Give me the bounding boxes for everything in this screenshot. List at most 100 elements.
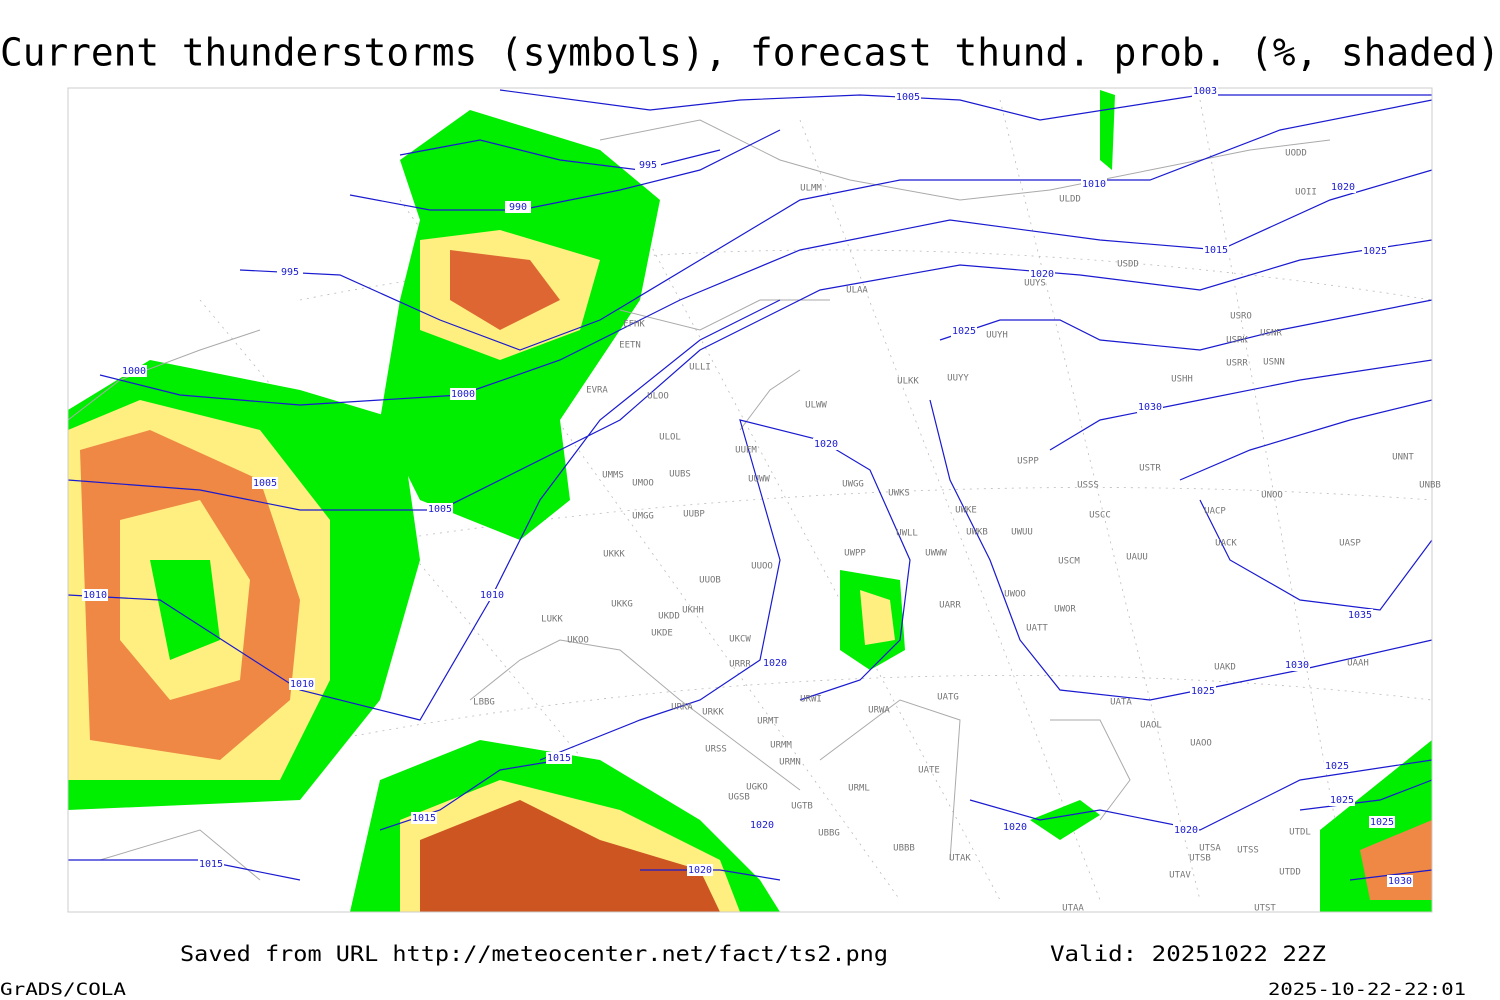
station-label: UMMS [602,471,624,481]
station-label: URKK [702,708,724,718]
isobar-label: 1020 [1030,269,1054,280]
station-label: UWGG [842,480,864,490]
isobar-label-bg [82,589,108,601]
station-label: UTAK [949,854,971,864]
station-label: UGTB [791,802,813,812]
isobar-label: 1010 [83,590,107,601]
station-label: ULLI [689,363,711,373]
station-label: UUYY [947,374,969,384]
station-label: UKHH [682,606,704,616]
station-label: UWWW [925,549,947,559]
station-label: UMOO [632,479,654,489]
isobar-label: 995 [281,267,299,278]
station-label: UTSB [1189,854,1211,864]
station-label: USPP [1017,457,1039,467]
isobar-label: 1020 [688,865,712,876]
station-label: USSS [1077,481,1099,491]
isobar-label-bg [546,752,572,764]
isobar-label-bg [450,388,476,400]
isobar-label: 1030 [1388,876,1412,887]
station-label: ULWW [805,401,827,411]
station-label: LBBG [473,698,495,708]
station-label: UARR [939,601,961,611]
isobar-label-bg [1284,659,1310,671]
isobar-label-bg [505,201,531,213]
isobar-label: 1025 [1363,246,1387,257]
isobar-label-bg [289,678,315,690]
station-label: UBBB [893,844,915,854]
station-label: UOII [1295,188,1317,198]
station-label: URML [848,784,870,794]
isobar-label-bg [1192,85,1218,97]
station-label: URSS [705,745,727,755]
isobar-label: 1015 [547,753,571,764]
isobar-label: 995 [639,160,657,171]
isobar-label: 1025 [1370,817,1394,828]
station-label: UUYH [986,331,1008,341]
station-label: USTR [1139,464,1161,474]
station-label: UNBB [1419,481,1441,491]
isobar-label-bg [1347,609,1373,621]
station-label: UTST [1254,904,1276,914]
station-label: UKKK [603,550,625,560]
isobar-label-bg [1369,816,1395,828]
station-label: UWKB [966,528,988,538]
isobar-label: 1020 [814,439,838,450]
station-label: UKDE [651,629,673,639]
station-label: ULOO [647,392,669,402]
isobar-label: 1035 [1348,610,1372,621]
isobar-label: 1003 [1193,86,1217,97]
isobar-label-bg [1190,685,1216,697]
station-label: UTSA [1199,844,1221,854]
station-label: UUBP [683,510,705,520]
isobar-label: 1020 [1003,822,1027,833]
station-label: USCC [1089,511,1111,521]
isobar-label-bg [479,589,505,601]
isobar-label: 1015 [199,859,223,870]
station-label: UKKG [611,600,633,610]
software: GrADS/COLA [0,980,126,1000]
isobar-label-bg [1329,794,1355,806]
station-label: UUYS [1024,279,1046,289]
shading [68,90,1432,912]
station-label: UUEM [735,446,757,456]
station-label: URWI [800,695,822,705]
station-label: UAUU [1126,553,1148,563]
isobar-label-bg [1029,268,1055,280]
isobar-label-bg [1081,178,1107,190]
isobar-label: 1005 [428,504,452,515]
station-label: USRR [1226,359,1248,369]
station-label: UAOL [1140,721,1162,731]
timestamp: 2025-10-22-22:01 [1268,980,1466,1000]
station-label: EFHK [623,320,645,330]
isobar-label-bg [198,858,224,870]
station-label: UWKS [888,489,910,499]
station-label: URKA [671,703,693,713]
isobar-label: 1020 [763,658,787,669]
station-label: UNOO [1261,491,1283,501]
isobar-label-bg [252,477,278,489]
station-label: UGSB [728,793,750,803]
station-label: UATE [918,766,940,776]
isobar-label-bg [951,325,977,337]
station-label: UMGG [632,512,654,522]
station-label: UAOO [1190,739,1212,749]
station-label: UTDL [1289,828,1311,838]
station-label: UTAV [1169,871,1191,881]
isobar-label: 1000 [451,389,475,400]
station-label: UTAA [1062,904,1084,914]
station-label: USDD [1117,260,1139,270]
isobar-label-bg [762,657,788,669]
title: Current thunderstorms (symbols), forecas… [0,31,1500,75]
station-label: EETN [619,341,641,351]
isobar-label: 1020 [750,820,774,831]
isobar-label-bg [277,266,303,278]
isobar-label-bg [411,812,437,824]
isobar-label-bg [749,819,775,831]
station-label: EVRA [586,386,608,396]
station-label: UWOR [1054,605,1076,615]
station-label: ULOL [659,433,681,443]
isobar-label-bg [895,91,921,103]
station-label: UATT [1026,624,1048,634]
